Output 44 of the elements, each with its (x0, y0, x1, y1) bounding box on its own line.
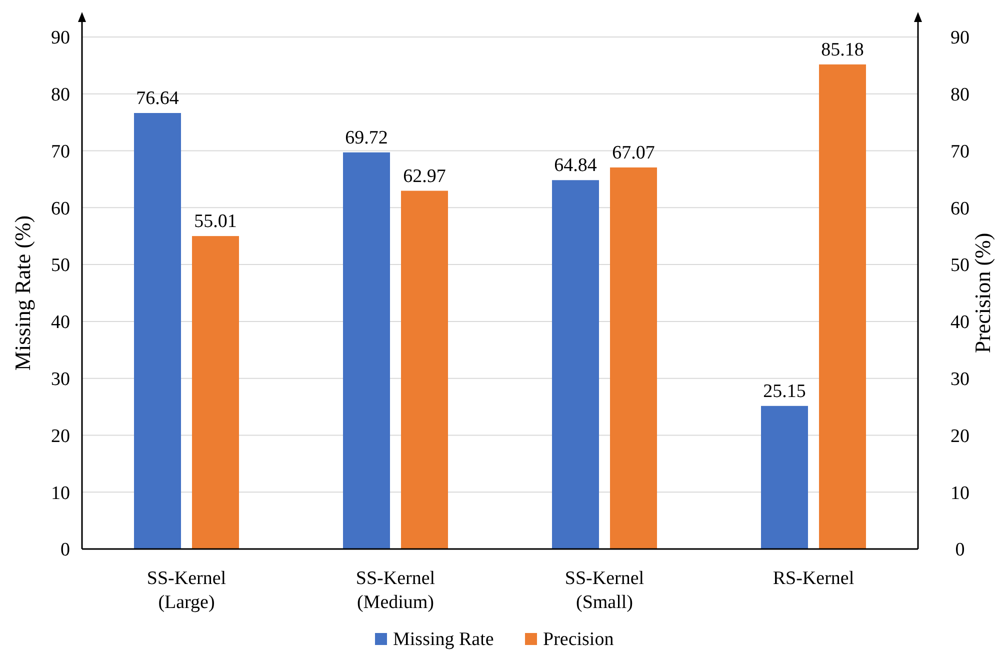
data-label: 62.97 (403, 166, 446, 187)
y-tick-label: 90 (51, 28, 70, 49)
y-tick-label: 70 (51, 141, 70, 162)
y-tick-label: 30 (51, 368, 70, 390)
y-axis-title: Missing Rate (%) (10, 215, 35, 371)
bar (552, 180, 599, 549)
y2-tick-label: 20 (950, 426, 970, 447)
y2-tick-label: 0 (955, 540, 965, 561)
data-label: 64.84 (554, 155, 598, 176)
x-tick-label: SS-Kernel (Large) (146, 568, 226, 613)
y-tick-label: 80 (51, 84, 70, 106)
y-tick-label: 20 (51, 426, 70, 447)
y2-tick-label: 40 (950, 312, 970, 334)
data-label: 67.07 (612, 142, 655, 164)
bar (343, 152, 390, 549)
legend-label: Precision (543, 629, 614, 650)
y2-tick-label: 80 (950, 84, 970, 106)
bar (134, 113, 181, 549)
bar (761, 406, 808, 549)
y2-axis-title: Precision (%) (970, 232, 995, 354)
bar (401, 190, 448, 549)
y-tick-label: 40 (51, 312, 70, 334)
data-label: 69.72 (345, 127, 388, 148)
bar (819, 64, 866, 549)
data-label: 85.18 (821, 39, 864, 60)
y2-tick-label: 30 (950, 368, 970, 390)
bar (610, 167, 657, 549)
data-label: 76.64 (136, 88, 180, 110)
bar (192, 236, 239, 549)
data-label: 25.15 (763, 380, 806, 402)
y-tick-label: 60 (51, 198, 70, 220)
y2-tick-label: 90 (950, 28, 970, 49)
x-tick-label: SS-Kernel (Small) (564, 568, 644, 613)
data-label: 55.01 (194, 211, 237, 232)
x-tick-label: SS-Kernel (Medium) (356, 568, 436, 613)
y-tick-label: 0 (60, 540, 70, 561)
y2-tick-label: 60 (950, 198, 970, 220)
y-tick-label: 10 (51, 482, 70, 504)
x-tick-label: RS-Kernel (772, 568, 854, 589)
y2-tick-label: 50 (950, 255, 970, 276)
y-tick-label: 50 (51, 255, 70, 276)
legend-label: Missing Rate (393, 629, 494, 650)
y2-tick-label: 10 (950, 482, 970, 504)
y2-tick-label: 70 (950, 141, 970, 162)
